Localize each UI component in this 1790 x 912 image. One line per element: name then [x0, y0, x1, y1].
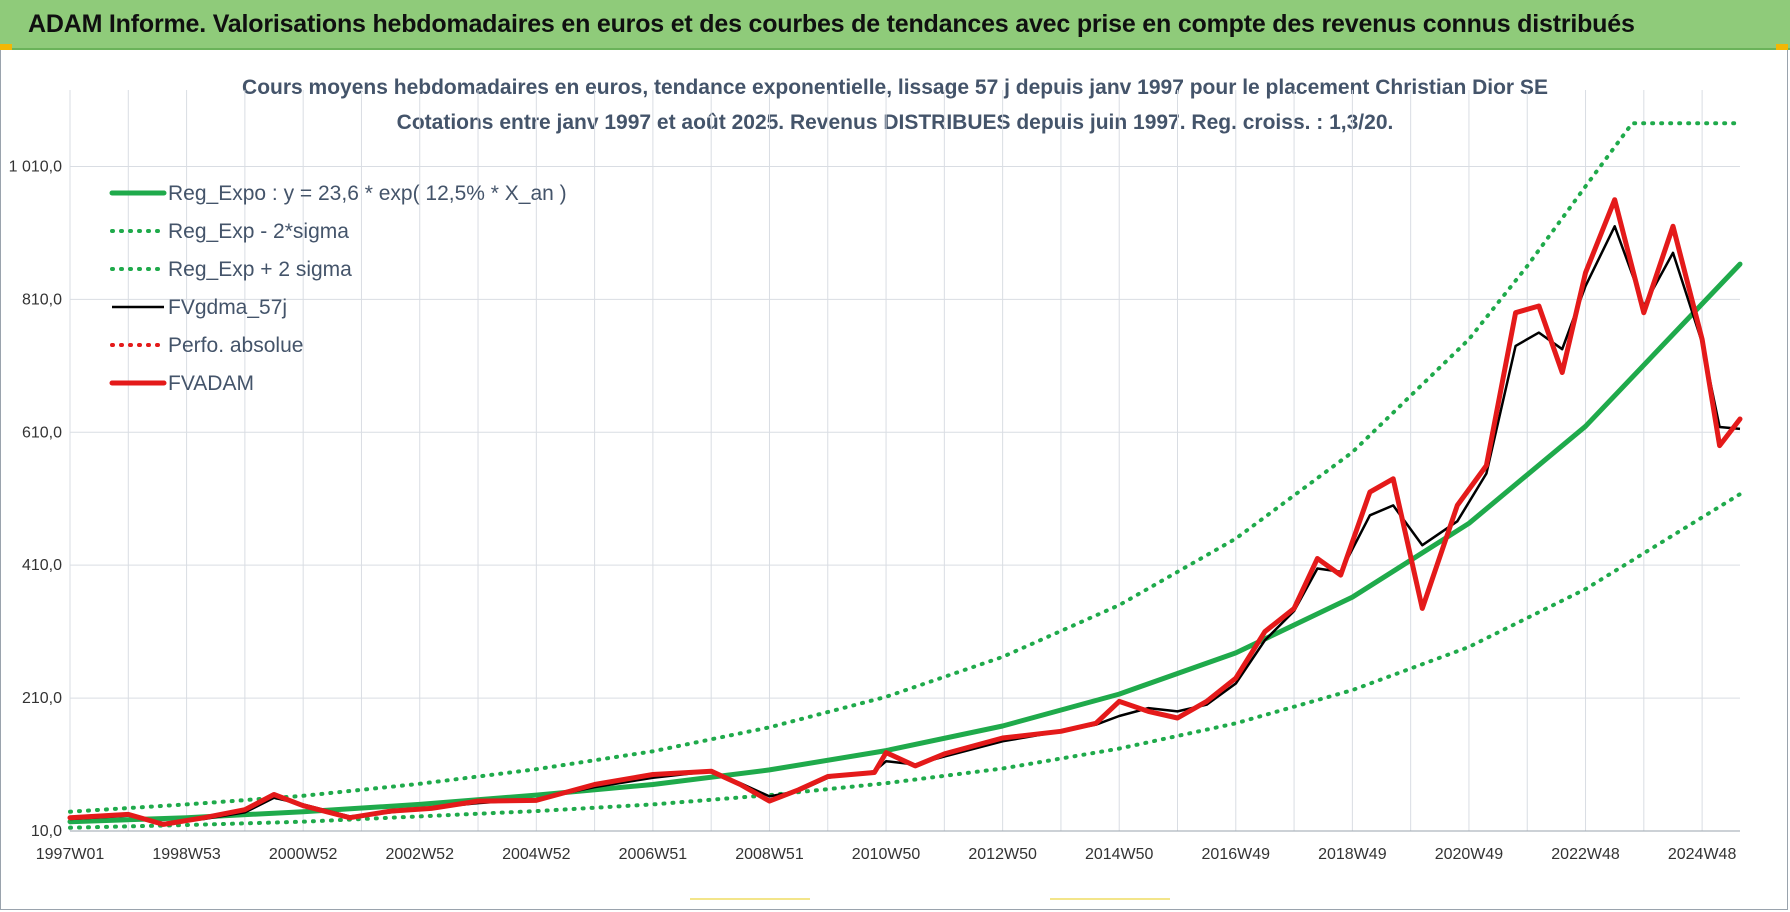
x-tick-label: 2004W52 — [502, 846, 571, 863]
x-tick-label: 2000W52 — [269, 846, 338, 863]
x-tick-label: 2014W50 — [1085, 846, 1154, 863]
y-tick-label: 10,0 — [31, 823, 62, 840]
y-tick-label: 210,0 — [22, 690, 62, 707]
x-tick-label: 2016W49 — [1202, 846, 1271, 863]
banner-title: ADAM Informe. Valorisations hebdomadaire… — [28, 10, 1635, 38]
series-layer — [67, 121, 1743, 830]
axis-layer: 10,0 210,0 410,0 610,0 810,0 1 010,0 1997W01 19… — [9, 158, 1740, 863]
legend-label: FVADAM — [168, 372, 254, 395]
x-tick-label: 2006W51 — [619, 846, 688, 863]
x-tick-label: 2010W50 — [852, 846, 921, 863]
x-tick-label: 2012W50 — [968, 846, 1037, 863]
legend-label: Reg_Exp - 2*sigma — [168, 220, 349, 243]
x-tick-label: 1998W53 — [152, 846, 221, 863]
x-tick-label: 2018W49 — [1318, 846, 1387, 863]
chart-title-line2: Cotations entre janv 1997 et août 2025. … — [396, 111, 1394, 134]
chart-title-line1: Cours moyens hebdomadaires en euros, ten… — [242, 76, 1548, 99]
x-tick-label: 2002W52 — [385, 846, 454, 863]
x-tick-label: 2022W48 — [1551, 846, 1620, 863]
legend: Reg_Expo : y = 23,6 * exp( 12,5% * X_an … — [109, 182, 567, 395]
x-tick-label: 2020W49 — [1435, 846, 1504, 863]
y-tick-label: 810,0 — [22, 291, 62, 308]
legend-label: Reg_Expo : y = 23,6 * exp( 12,5% * X_an … — [168, 182, 567, 205]
bottom-marker — [690, 898, 810, 900]
legend-label: FVgdma_57j — [168, 296, 287, 319]
series-line-0 — [67, 261, 1743, 825]
corner-marker-right — [1776, 44, 1788, 50]
corner-marker-left — [0, 44, 12, 50]
report-banner: ADAM Informe. Valorisations hebdomadaire… — [0, 0, 1790, 50]
series-line-5 — [67, 197, 1743, 827]
y-tick-label: 410,0 — [22, 557, 62, 574]
x-tick-label: 2024W48 — [1668, 846, 1737, 863]
legend-label: Perfo. absolue — [168, 334, 303, 357]
x-tick-label: 2008W51 — [735, 846, 804, 863]
series-line-1 — [68, 492, 1742, 830]
y-tick-label: 610,0 — [22, 424, 62, 441]
bottom-marker — [1050, 898, 1170, 900]
y-tick-label: 1 010,0 — [9, 158, 62, 175]
legend-label: Reg_Exp + 2 sigma — [168, 258, 352, 281]
x-tick-label: 1997W01 — [36, 846, 105, 863]
